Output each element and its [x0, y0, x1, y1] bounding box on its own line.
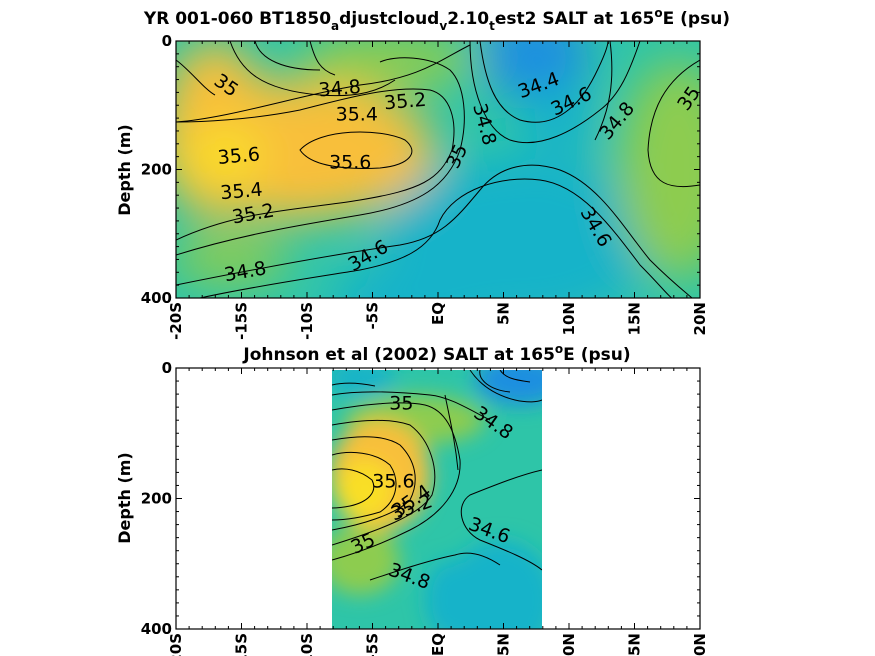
x-tick-label: -20S	[167, 633, 185, 656]
bottom-field-blob	[337, 460, 393, 520]
contour-line	[479, 370, 511, 393]
bottom-field-blob	[425, 560, 475, 629]
top-title-sub: a	[331, 19, 339, 33]
top-field-blob	[300, 41, 480, 90]
contour-line	[299, 131, 413, 169]
bottom-title-part: Johnson et al (2002) SALT at 165	[242, 345, 555, 365]
x-tick-label: 15N	[626, 302, 644, 335]
bottom-title-sup: o	[555, 342, 563, 356]
x-tick-label: -10S	[298, 633, 316, 656]
x-tick-label: -10S	[298, 302, 316, 340]
top-title-part: E (psu)	[663, 9, 730, 29]
contour-line	[469, 370, 542, 403]
bottom-field-blob	[475, 370, 542, 405]
top-title-sup: o	[654, 6, 662, 20]
top-field-blob	[185, 127, 265, 183]
top-field-blob	[176, 235, 290, 285]
x-tick-label: -20S	[167, 302, 185, 340]
contour-line	[229, 41, 396, 97]
contour-line	[332, 382, 376, 387]
top-field-blob	[380, 155, 660, 298]
x-tick-label: 10N	[560, 633, 578, 656]
contour-line	[444, 394, 459, 471]
x-tick-label: 15N	[626, 633, 644, 656]
top-title-part: djustcloud	[339, 9, 439, 29]
contour-line	[499, 370, 531, 383]
contour-label: 34.8	[318, 76, 362, 102]
x-tick-label: EQ	[429, 633, 447, 656]
y-tick-label: 400	[141, 289, 172, 307]
contour-line	[309, 41, 336, 76]
top-field-blob	[520, 85, 600, 155]
contour-label: 35.6	[329, 152, 371, 174]
x-tick-label: 10N	[560, 302, 578, 335]
contour-line	[332, 452, 397, 521]
bottom-title-part: E (psu)	[563, 345, 630, 365]
top-title-sub: v	[439, 19, 447, 33]
y-tick-label: 0	[162, 359, 172, 377]
top-field-blob	[330, 260, 510, 298]
contour-line	[176, 57, 465, 256]
contour-line	[199, 178, 673, 298]
contour-label: 35.4	[219, 179, 263, 205]
top-title: YR 001-060 BT1850adjustcloudv2.10test2 S…	[143, 6, 730, 33]
x-tick-label: 5N	[495, 633, 513, 656]
contour-line	[176, 44, 471, 123]
bottom-title: Johnson et al (2002) SALT at 165oE (psu)	[242, 342, 630, 365]
bottom-y-axis-label: Depth (m)	[115, 452, 134, 544]
contour-line	[369, 552, 501, 581]
y-tick-label: 200	[141, 161, 172, 179]
contour-line	[176, 88, 455, 241]
x-tick-label: EQ	[429, 302, 447, 325]
contour-label: 35.6	[217, 143, 261, 169]
top-title-sub: t	[489, 19, 495, 33]
y-tick-label: 200	[141, 490, 172, 508]
bottom-ticks: -20S -15S -10S -5S EQ 5N 10N 15N 20N 0 200 400	[141, 359, 709, 656]
x-tick-label: -5S	[364, 633, 382, 656]
contour-line	[332, 436, 416, 531]
contour-line	[332, 391, 491, 421]
bottom-field-blob	[332, 370, 395, 396]
contour-label: 35.4	[336, 103, 378, 125]
x-tick-label: 20N	[691, 302, 709, 335]
x-tick-label: 5N	[495, 302, 513, 325]
contour-line	[332, 468, 375, 509]
contour-label: 35	[389, 392, 413, 414]
x-tick-label: -15S	[233, 633, 251, 656]
top-contour-lines	[176, 41, 700, 298]
bottom-panel: Johnson et al (2002) SALT at 165oE (psu)	[115, 342, 709, 656]
contour-line	[469, 41, 641, 144]
contour-label: 35.2	[383, 89, 427, 115]
x-tick-label: -5S	[364, 302, 382, 329]
x-tick-label: -15S	[233, 302, 251, 340]
contour-line	[460, 469, 542, 571]
contour-line	[332, 419, 436, 546]
contour-line	[254, 41, 321, 71]
contour-line	[176, 164, 693, 298]
contour-line	[594, 41, 613, 141]
top-ticks: -20S -15S -10S -5S EQ 5N 10N 15N 20N 0 200 400	[141, 32, 709, 340]
contour-line	[479, 41, 609, 123]
x-tick-label: 20N	[691, 633, 709, 656]
contour-label: 35.6	[372, 471, 414, 493]
top-panel: YR 001-060 BT1850adjustcloudv2.10test2 S…	[115, 6, 730, 340]
y-tick-label: 0	[162, 32, 172, 50]
bottom-contour-lines	[332, 370, 542, 581]
top-title-part: est2 SALT at 165	[495, 9, 654, 29]
top-field-blob	[618, 60, 700, 280]
contour-line	[176, 59, 216, 96]
y-tick-label: 400	[141, 620, 172, 638]
top-title-part: YR 001-060 BT1850	[143, 9, 331, 29]
top-y-axis-label: Depth (m)	[115, 124, 134, 216]
top-title-part: 2.10	[447, 9, 489, 29]
contour-line	[332, 402, 461, 561]
contour-line	[647, 59, 700, 188]
